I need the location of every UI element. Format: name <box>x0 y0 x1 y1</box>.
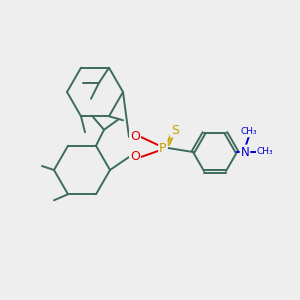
Text: O: O <box>130 130 140 143</box>
Text: S: S <box>171 124 179 136</box>
Text: CH₃: CH₃ <box>241 128 257 136</box>
Text: CH₃: CH₃ <box>257 148 273 157</box>
Text: N: N <box>241 146 249 158</box>
Text: P: P <box>159 142 167 154</box>
Text: O: O <box>130 151 140 164</box>
